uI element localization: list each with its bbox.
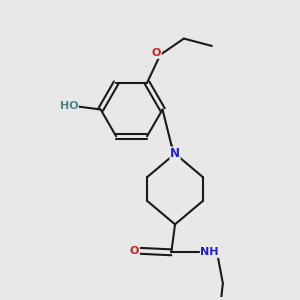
Text: O: O	[130, 246, 139, 256]
Text: NH: NH	[200, 247, 219, 257]
Text: N: N	[170, 147, 180, 160]
Text: O: O	[152, 48, 161, 58]
Text: HO: HO	[60, 101, 78, 111]
